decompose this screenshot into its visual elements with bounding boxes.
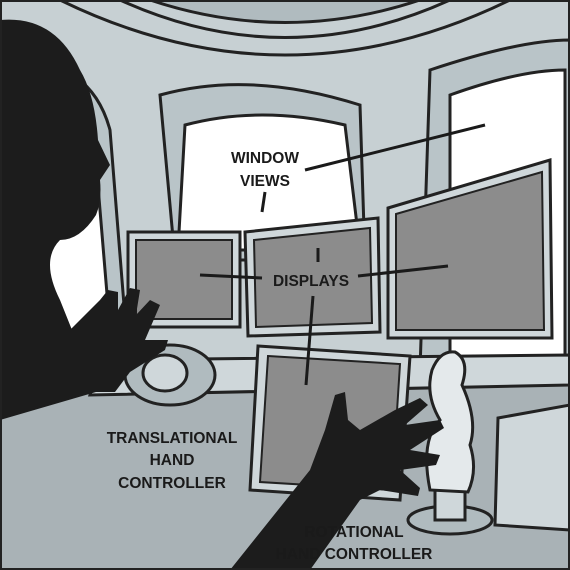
display-center xyxy=(243,216,382,338)
person-silhouette xyxy=(0,19,110,420)
display-right xyxy=(386,157,554,340)
label-rotational: ROTATIONAL xyxy=(304,524,403,541)
leader-lines xyxy=(199,123,486,386)
label-hand: HAND xyxy=(150,452,195,469)
label-hand-controller: HAND CONTROLLER xyxy=(276,546,433,563)
leader-displays-right xyxy=(357,264,449,278)
label-views: VIEWS xyxy=(240,173,290,190)
label-window: WINDOW xyxy=(231,150,299,167)
labels: WINDOW VIEWS DISPLAYS TRANSLATIONAL HAND… xyxy=(107,150,433,563)
side-panel xyxy=(493,403,570,532)
label-displays: DISPLAYS xyxy=(273,273,349,290)
left-hand xyxy=(70,288,168,392)
leader-displays-down xyxy=(304,295,315,386)
leader-displays-left xyxy=(199,273,263,280)
center-window xyxy=(176,113,362,252)
label-controller: CONTROLLER xyxy=(118,475,226,492)
overhead-dome xyxy=(59,0,511,57)
label-translational: TRANSLATIONAL xyxy=(107,430,238,447)
leader-window-down xyxy=(260,191,267,213)
leader-window-right xyxy=(304,123,486,172)
right-hand xyxy=(230,392,444,570)
